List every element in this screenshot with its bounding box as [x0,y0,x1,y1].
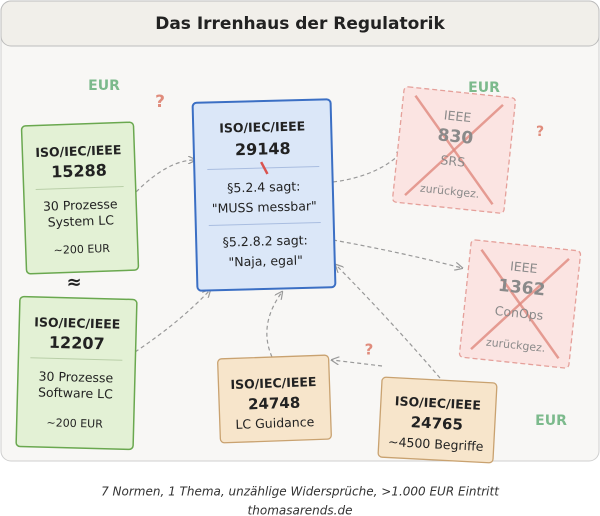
caption: thomasarends.de [248,504,353,516]
caption: 7 Normen, 1 Thema, unzählige Widersprüch… [101,485,500,499]
node-24765: ISO/IEC/IEEE 24765 ~4500 Begriffe [377,376,498,464]
node-standard: ISO/IEC/IEEE [230,374,317,392]
node-24748: ISO/IEC/IEEE 24748 LC Guidance [217,354,332,444]
annotation: ≈ [66,272,81,293]
annotation: ? [536,124,544,140]
node-standard: IEEE [509,258,538,276]
title: Das Irrenhaus der Regulatorik [155,14,445,34]
node-line: "Naja, egal" [228,253,303,270]
node-number: 12207 [49,333,105,353]
annotation: ? [365,341,374,359]
node-number: 24765 [410,413,463,434]
node-29148: ISO/IEC/IEEE 29148 §5.2.4 sagt: "MUSS me… [191,98,337,292]
node-line: zurückgez. [419,182,480,201]
node-830: IEEE 830 SRS zurückgez. [391,86,517,214]
node-line: 30 Prozesse [38,369,113,386]
annotation: EUR [88,78,120,94]
node-12207: ISO/IEC/IEEE 12207 30 Prozesse Software … [15,295,138,451]
node-line: "MUSS messbar" [212,198,317,216]
node-line: Software LC [38,385,113,402]
node-number: 15288 [51,161,107,182]
title-bar [0,0,600,47]
node-number: 29148 [235,139,291,159]
node-line: ~200 EUR [53,242,110,257]
node-line: ConOps [494,303,544,323]
node-line: §5.2.4 sagt: [227,179,301,196]
node-standard: ISO/IEC/IEEE [35,142,122,160]
node-line: §5.2.8.2 sagt: [222,232,308,249]
node-number: 1362 [497,276,546,301]
arrows [134,150,462,379]
node-line: LC Guidance [235,414,315,432]
node-1362: IEEE 1362 ConOps zurückgez. [458,239,582,369]
node-line: zurückgez. [485,336,546,355]
node-line: 30 Prozesse [43,196,118,214]
node-line: System LC [47,212,114,229]
annotation: ? [155,92,165,112]
annotation: EUR [468,80,500,96]
node-number: 24748 [248,394,301,414]
node-standard: ISO/IEC/IEEE [219,118,305,135]
node-number: 830 [437,125,475,149]
node-line: SRS [440,152,466,169]
node-standard: IEEE [443,107,472,125]
node-line: ~200 EUR [46,416,103,430]
node-line: ~4500 Begriffe [388,434,484,454]
node-standard: ISO/IEC/IEEE [34,314,120,331]
node-standard: ISO/IEC/IEEE [395,393,482,412]
node-15288: ISO/IEC/IEEE 15288 30 Prozesse System LC… [20,121,140,275]
annotation: EUR [535,413,567,429]
